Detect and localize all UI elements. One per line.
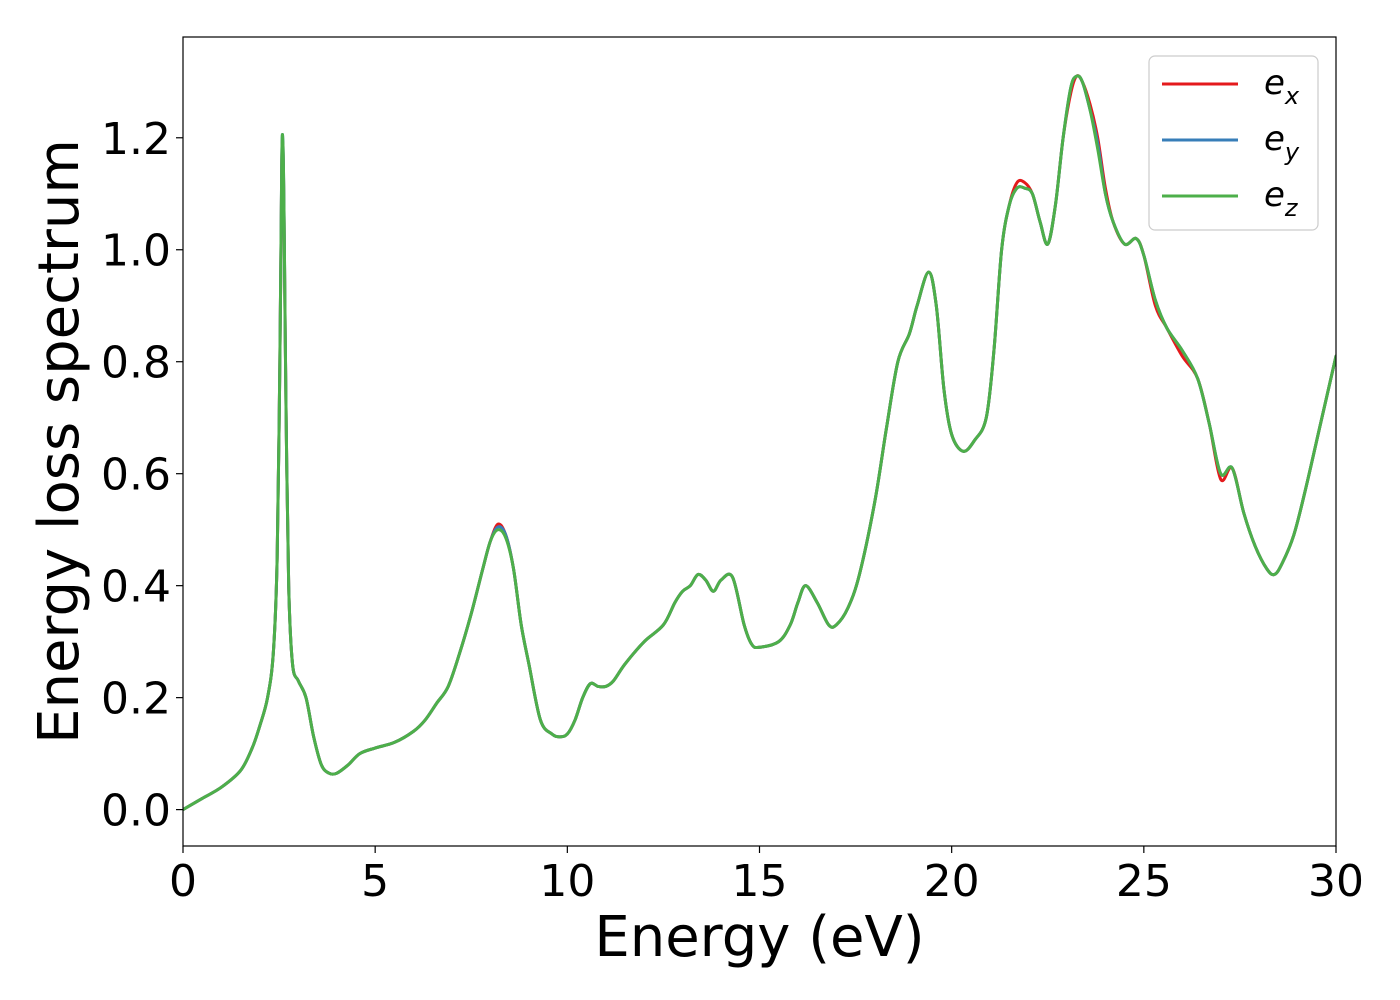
series-layer	[183, 74, 1336, 812]
y-tick-label: 0.8	[101, 338, 171, 389]
y-tick-label: 1.0	[101, 226, 171, 277]
legend-label-y: ey	[1264, 119, 1300, 166]
y-tick-label: 1.2	[101, 114, 171, 165]
y-axis: 0.0 0.2 0.4 0.6 0.8 1.0 1.2	[101, 114, 183, 837]
series-line-z	[183, 74, 1336, 812]
legend-label-x: ex	[1264, 63, 1300, 110]
x-tick-label: 0	[169, 856, 197, 907]
y-tick-label: 0.2	[101, 674, 171, 725]
y-tick-label: 0.6	[101, 450, 171, 501]
x-tick-label: 5	[361, 856, 389, 907]
y-axis-title: Energy loss spectrum	[27, 139, 92, 744]
x-tick-label: 30	[1308, 856, 1364, 907]
x-axis: 0 5 10 15 20 25 30	[169, 846, 1364, 907]
y-tick-label: 0.0	[101, 786, 171, 837]
y-tick-label: 0.4	[101, 562, 171, 613]
x-tick-label: 20	[924, 856, 980, 907]
legend: ex ey ez	[1148, 55, 1319, 231]
legend-label-z: ez	[1264, 175, 1299, 222]
x-tick-label: 10	[539, 856, 595, 907]
x-tick-label: 15	[732, 856, 788, 907]
x-axis-title: Energy (eV)	[594, 905, 924, 970]
legend-box	[1148, 55, 1319, 231]
x-tick-label: 25	[1116, 856, 1172, 907]
